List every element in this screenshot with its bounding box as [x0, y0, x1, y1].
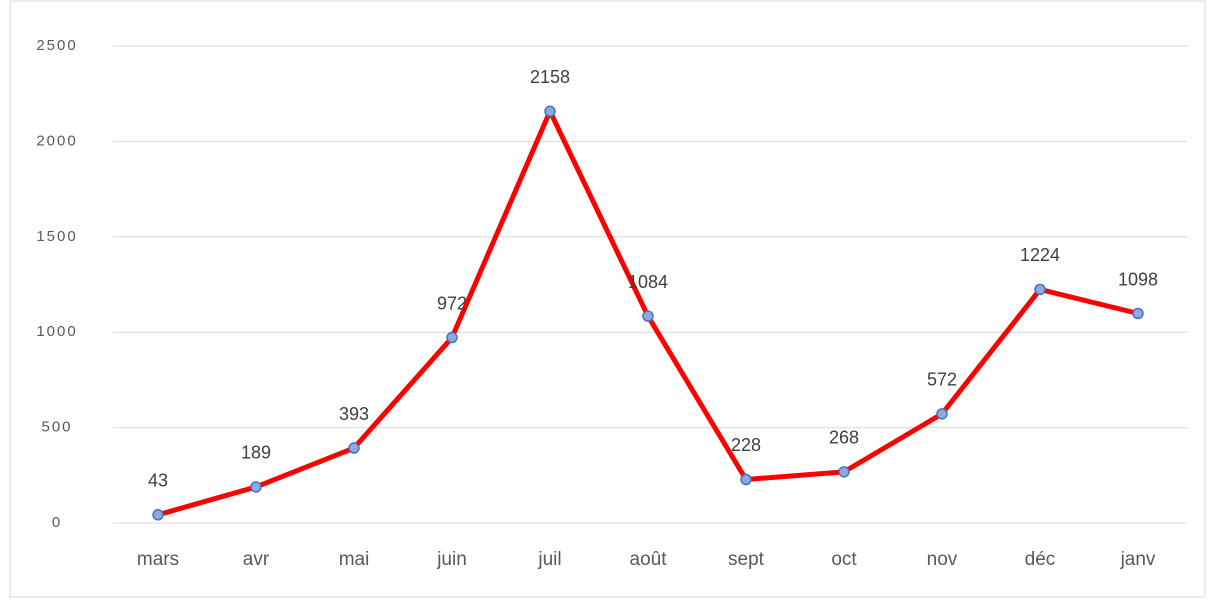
data-point	[348, 442, 360, 454]
y-tick-label: 2500	[36, 37, 77, 54]
y-tick-label: 1000	[36, 323, 77, 340]
y-tick-label: 0	[52, 514, 62, 531]
x-tick-label: nov	[927, 549, 958, 570]
data-label: 972	[437, 293, 467, 313]
data-point	[250, 481, 262, 493]
x-tick-label: juin	[436, 549, 467, 570]
data-label: 393	[339, 404, 369, 424]
data-point	[936, 408, 948, 420]
x-tick-label: mai	[339, 549, 370, 570]
data-point	[1034, 283, 1046, 296]
x-tick-label: avr	[243, 549, 270, 570]
data-label: 1098	[1118, 269, 1158, 289]
data-point	[838, 466, 850, 478]
y-tick-label: 500	[41, 419, 72, 436]
data-point	[740, 473, 752, 486]
x-tick-label: juil	[537, 549, 561, 570]
data-label: 2158	[530, 67, 570, 87]
data-label: 1224	[1020, 245, 1060, 265]
data-label: 268	[829, 428, 859, 448]
data-label: 1084	[628, 272, 668, 292]
x-tick-label: déc	[1025, 549, 1056, 570]
data-point	[446, 331, 458, 344]
y-tick-label: 1500	[36, 228, 77, 245]
chart-frame	[9, 0, 1206, 598]
data-point	[1132, 307, 1144, 320]
data-label: 43	[148, 471, 168, 491]
data-label: 228	[731, 435, 761, 455]
x-tick-label: août	[630, 549, 668, 570]
y-tick-label: 2000	[36, 132, 77, 149]
data-label: 189	[241, 443, 271, 463]
x-tick-label: mars	[137, 549, 179, 570]
data-point	[642, 310, 654, 322]
x-tick-label: oct	[831, 549, 857, 570]
x-tick-label: janv	[1120, 549, 1156, 570]
x-tick-label: sept	[728, 549, 765, 570]
data-point	[544, 105, 556, 118]
data-point	[152, 509, 164, 521]
data-label: 572	[927, 370, 957, 390]
